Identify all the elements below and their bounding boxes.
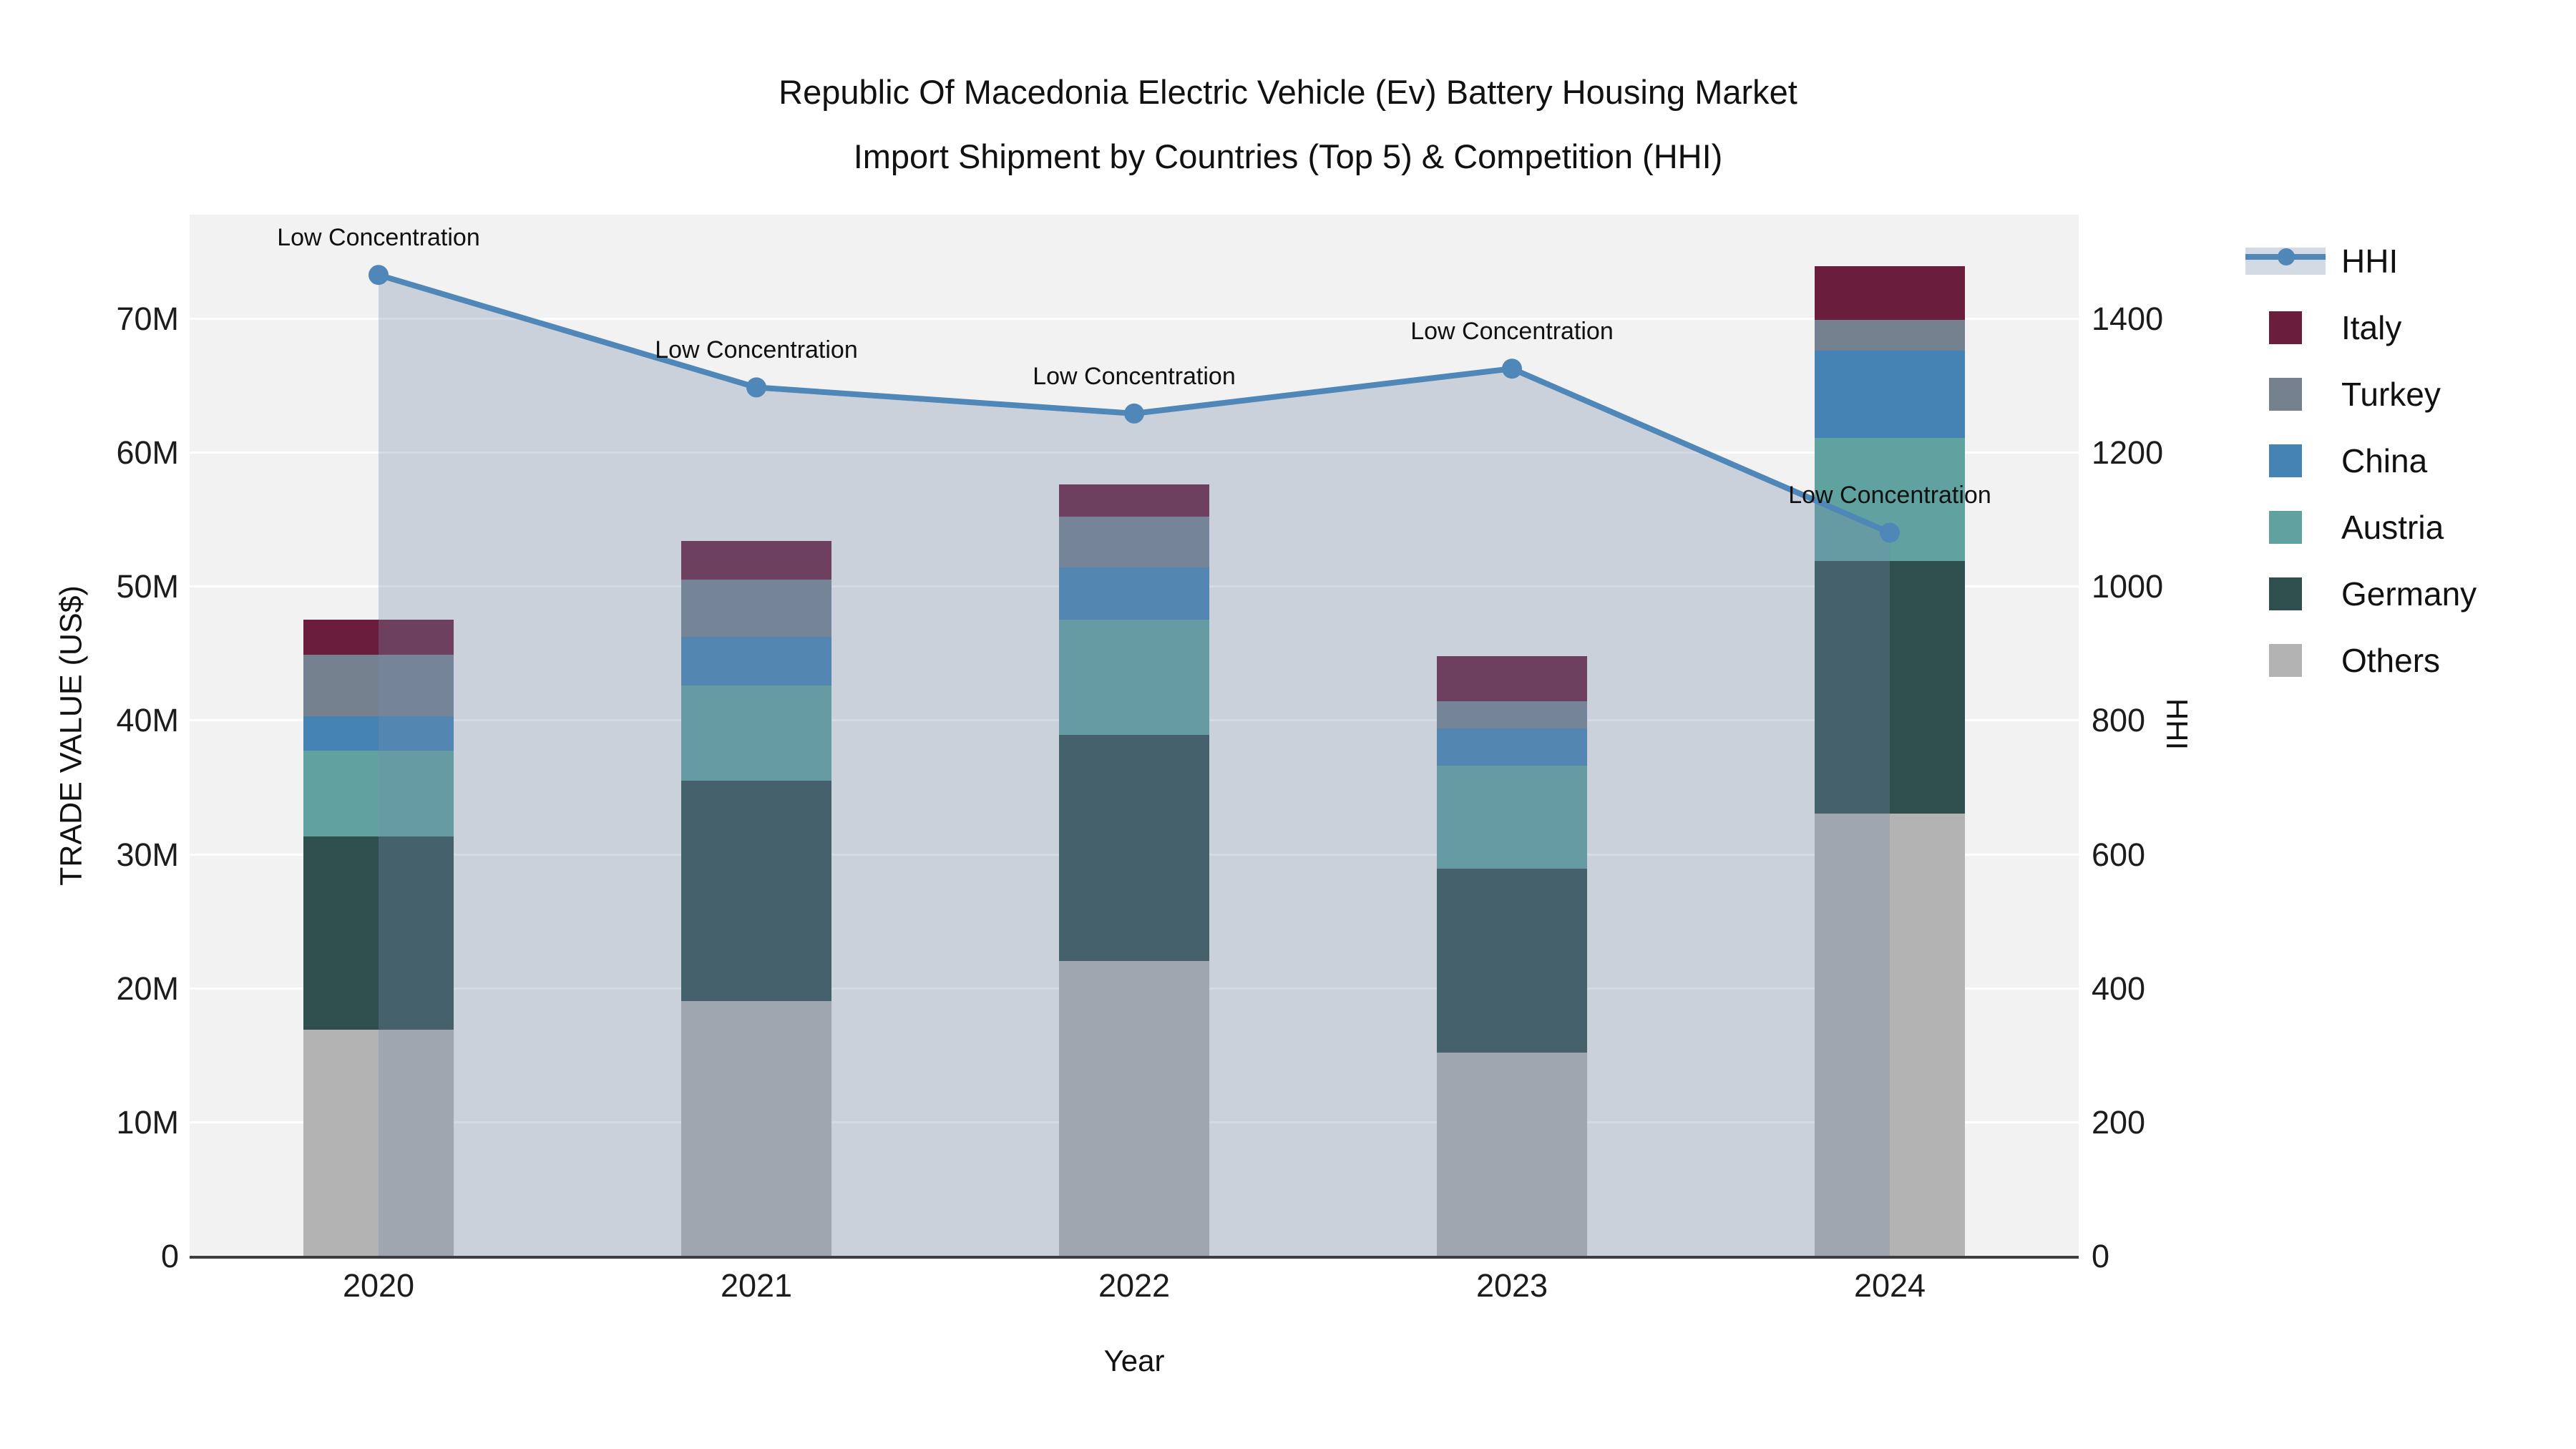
y-axis-tick-right: 200 [2092, 1103, 2146, 1141]
bar-segment-china-2021 [681, 637, 831, 686]
bar-segment-germany-2023 [1437, 869, 1587, 1053]
legend-item-austria[interactable]: Austria [2245, 494, 2477, 560]
chart-title-line2: Import Shipment by Countries (Top 5) & C… [853, 137, 1723, 175]
legend-label: Austria [2341, 508, 2444, 546]
legend-item-others[interactable]: Others [2245, 627, 2477, 693]
bar-segment-others-2022 [1059, 961, 1209, 1256]
y-axis-tick-left: 70M [116, 301, 179, 338]
legend-label: Germany [2341, 575, 2477, 613]
legend-item-germany[interactable]: Germany [2245, 560, 2477, 627]
color-swatch-icon [2245, 377, 2326, 411]
annotation-2021: Low Concentration [655, 336, 858, 364]
legend-item-turkey[interactable]: Turkey [2245, 361, 2477, 427]
bar-segment-turkey-2021 [681, 579, 831, 638]
hhi-point-2021 [746, 377, 766, 398]
y-axis-tick-right: 1400 [2092, 301, 2164, 338]
hhi-point-2020 [369, 265, 389, 286]
bar-segment-germany-2024 [1815, 560, 1965, 814]
y-axis-tick-right: 600 [2092, 836, 2146, 873]
annotation-2023: Low Concentration [1410, 318, 1614, 346]
color-swatch-icon [2245, 577, 2326, 610]
bar-segment-germany-2020 [303, 836, 454, 1030]
y-axis-tick-left: 50M [116, 568, 179, 605]
color-swatch-icon [2245, 643, 2326, 677]
legend: HHI Italy Turkey China Austria Germany Others [2245, 228, 2477, 693]
legend-item-china[interactable]: China [2245, 427, 2477, 494]
annotation-2020: Low Concentration [277, 224, 480, 252]
y-axis-tick-left: 20M [116, 970, 179, 1007]
y-axis-tick-left: 10M [116, 1103, 179, 1141]
bar-segment-others-2024 [1815, 814, 1965, 1256]
chart-title: Republic Of Macedonia Electric Vehicle (… [0, 60, 2576, 189]
bar-segment-turkey-2024 [1815, 319, 1965, 351]
bar-segment-china-2023 [1437, 728, 1587, 766]
hhi-point-2023 [1502, 358, 1522, 379]
y-axis-tick-right: 400 [2092, 970, 2146, 1007]
bar-segment-austria-2022 [1059, 620, 1209, 736]
bar-segment-austria-2021 [681, 685, 831, 781]
bar-segment-italy-2023 [1437, 655, 1587, 702]
legend-label: China [2341, 441, 2428, 479]
hhi-line-icon [2245, 247, 2326, 275]
y-axis-tick-right: 1200 [2092, 434, 2164, 472]
y-axis-tick-left: 60M [116, 434, 179, 472]
y-axis-tick-right: 0 [2092, 1238, 2110, 1274]
bar-segment-italy-2021 [681, 540, 831, 580]
annotation-2024: Low Concentration [1788, 482, 1991, 509]
color-swatch-icon [2245, 444, 2326, 477]
bar-segment-others-2023 [1437, 1052, 1587, 1256]
y-axis-tick-right: 1000 [2092, 568, 2164, 605]
legend-label: Others [2341, 641, 2441, 679]
bar-segment-turkey-2023 [1437, 701, 1587, 728]
x-axis-tick-2020: 2020 [342, 1267, 415, 1304]
legend-item-hhi[interactable]: HHI [2245, 228, 2477, 294]
bar-segment-turkey-2020 [303, 654, 454, 716]
bar-segment-china-2020 [303, 716, 454, 751]
x-axis-tick-2022: 2022 [1098, 1267, 1171, 1304]
bar-segment-china-2024 [1815, 350, 1965, 438]
bar-segment-italy-2024 [1815, 266, 1965, 320]
x-axis-title: Year [1103, 1344, 1165, 1377]
color-swatch-icon [2245, 510, 2326, 544]
x-axis-line [190, 1256, 2079, 1259]
bar-segment-austria-2020 [303, 751, 454, 837]
y-axis-tick-left: 40M [116, 702, 179, 739]
gridline [190, 318, 2079, 321]
x-axis-tick-2024: 2024 [1853, 1267, 1926, 1304]
annotation-2022: Low Concentration [1033, 362, 1236, 390]
chart-title-line1: Republic Of Macedonia Electric Vehicle (… [779, 73, 1797, 111]
y-axis-tick-right: 800 [2092, 702, 2146, 739]
bar-segment-others-2021 [681, 1001, 831, 1256]
legend-label: HHI [2341, 242, 2399, 280]
legend-label: Italy [2341, 308, 2402, 346]
bar-segment-germany-2021 [681, 780, 831, 1002]
color-swatch-icon [2245, 311, 2326, 344]
y-axis-tick-left: 0 [160, 1238, 179, 1274]
y-axis-tick-left: 30M [116, 836, 179, 873]
bar-segment-italy-2022 [1059, 484, 1209, 517]
bar-segment-germany-2022 [1059, 735, 1209, 962]
legend-label: Turkey [2341, 375, 2441, 413]
bar-segment-china-2022 [1059, 567, 1209, 620]
x-axis-tick-2021: 2021 [720, 1267, 793, 1304]
bar-segment-italy-2020 [303, 620, 454, 655]
bar-segment-others-2020 [303, 1029, 454, 1256]
bar-segment-austria-2023 [1437, 766, 1587, 869]
x-axis-tick-2023: 2023 [1475, 1267, 1548, 1304]
gridline [190, 452, 2079, 454]
hhi-point-2022 [1124, 403, 1144, 424]
legend-item-italy[interactable]: Italy [2245, 294, 2477, 361]
bar-segment-turkey-2022 [1059, 516, 1209, 568]
